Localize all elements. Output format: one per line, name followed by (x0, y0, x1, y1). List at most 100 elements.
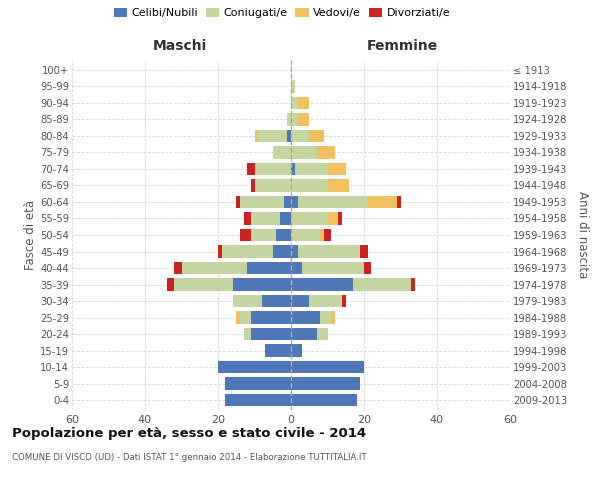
Bar (218, 361, 291, 374)
Y-axis label: Fasce di età: Fasce di età (25, 200, 37, 270)
Bar (233, 295, 291, 307)
Bar (291, 344, 302, 357)
Bar (254, 163, 291, 175)
Bar (265, 344, 291, 357)
Bar (265, 344, 291, 357)
Bar (291, 212, 338, 224)
Bar (226, 378, 291, 390)
Bar (291, 80, 295, 92)
Bar (236, 312, 291, 324)
Bar (218, 361, 291, 374)
Bar (254, 163, 291, 175)
Bar (233, 278, 291, 290)
Bar (291, 196, 397, 208)
Bar (291, 163, 328, 175)
Bar (265, 344, 291, 357)
Bar (291, 180, 349, 192)
Bar (291, 344, 302, 357)
Bar (258, 130, 291, 142)
Bar (291, 378, 361, 390)
Bar (291, 312, 335, 324)
Bar (291, 328, 328, 340)
Bar (291, 246, 361, 258)
Bar (226, 378, 291, 390)
Bar (291, 96, 298, 109)
Bar (291, 96, 309, 109)
Bar (291, 344, 302, 357)
Bar (291, 328, 317, 340)
Bar (251, 312, 291, 324)
Bar (291, 80, 295, 92)
Bar (226, 394, 291, 406)
Bar (280, 212, 291, 224)
Bar (287, 113, 291, 126)
Bar (291, 229, 331, 241)
Bar (291, 146, 335, 158)
Bar (226, 394, 291, 406)
Bar (291, 246, 298, 258)
Bar (240, 196, 291, 208)
Bar (291, 278, 412, 290)
Bar (251, 229, 291, 241)
Bar (254, 180, 291, 192)
Bar (291, 312, 335, 324)
Bar (291, 328, 328, 340)
Bar (262, 295, 291, 307)
Bar (244, 328, 291, 340)
Bar (254, 180, 291, 192)
Bar (182, 262, 291, 274)
Bar (174, 278, 291, 290)
Bar (254, 130, 291, 142)
Bar (291, 295, 342, 307)
Bar (291, 378, 361, 390)
Bar (291, 130, 324, 142)
Text: COMUNE DI VISCO (UD) - Dati ISTAT 1° gennaio 2014 - Elaborazione TUTTITALIA.IT: COMUNE DI VISCO (UD) - Dati ISTAT 1° gen… (12, 452, 367, 462)
Bar (291, 378, 361, 390)
Bar (174, 262, 291, 274)
Bar (244, 212, 291, 224)
Bar (236, 312, 291, 324)
Bar (240, 312, 291, 324)
Bar (226, 378, 291, 390)
Bar (226, 394, 291, 406)
Bar (291, 278, 412, 290)
Bar (291, 312, 331, 324)
Bar (291, 344, 302, 357)
Bar (291, 163, 346, 175)
Bar (291, 130, 324, 142)
Bar (233, 295, 291, 307)
Bar (291, 394, 356, 406)
Bar (218, 246, 291, 258)
Bar (291, 361, 364, 374)
Bar (254, 130, 291, 142)
Bar (291, 394, 356, 406)
Bar (291, 163, 346, 175)
Bar (291, 262, 371, 274)
Bar (218, 361, 291, 374)
Bar (291, 229, 320, 241)
Bar (291, 262, 364, 274)
Bar (291, 246, 361, 258)
Bar (291, 130, 309, 142)
Bar (226, 394, 291, 406)
Bar (291, 328, 328, 340)
Bar (226, 378, 291, 390)
Bar (273, 146, 291, 158)
Bar (174, 278, 291, 290)
Bar (291, 361, 364, 374)
Bar (284, 196, 291, 208)
Bar (291, 229, 324, 241)
Bar (240, 196, 291, 208)
Text: Maschi: Maschi (153, 38, 207, 52)
Bar (247, 163, 291, 175)
Bar (287, 130, 291, 142)
Bar (291, 96, 309, 109)
Bar (251, 212, 291, 224)
Bar (251, 180, 291, 192)
Bar (291, 113, 298, 126)
Bar (240, 229, 291, 241)
Bar (291, 146, 317, 158)
Bar (291, 163, 295, 175)
Bar (251, 229, 291, 241)
Bar (291, 212, 328, 224)
